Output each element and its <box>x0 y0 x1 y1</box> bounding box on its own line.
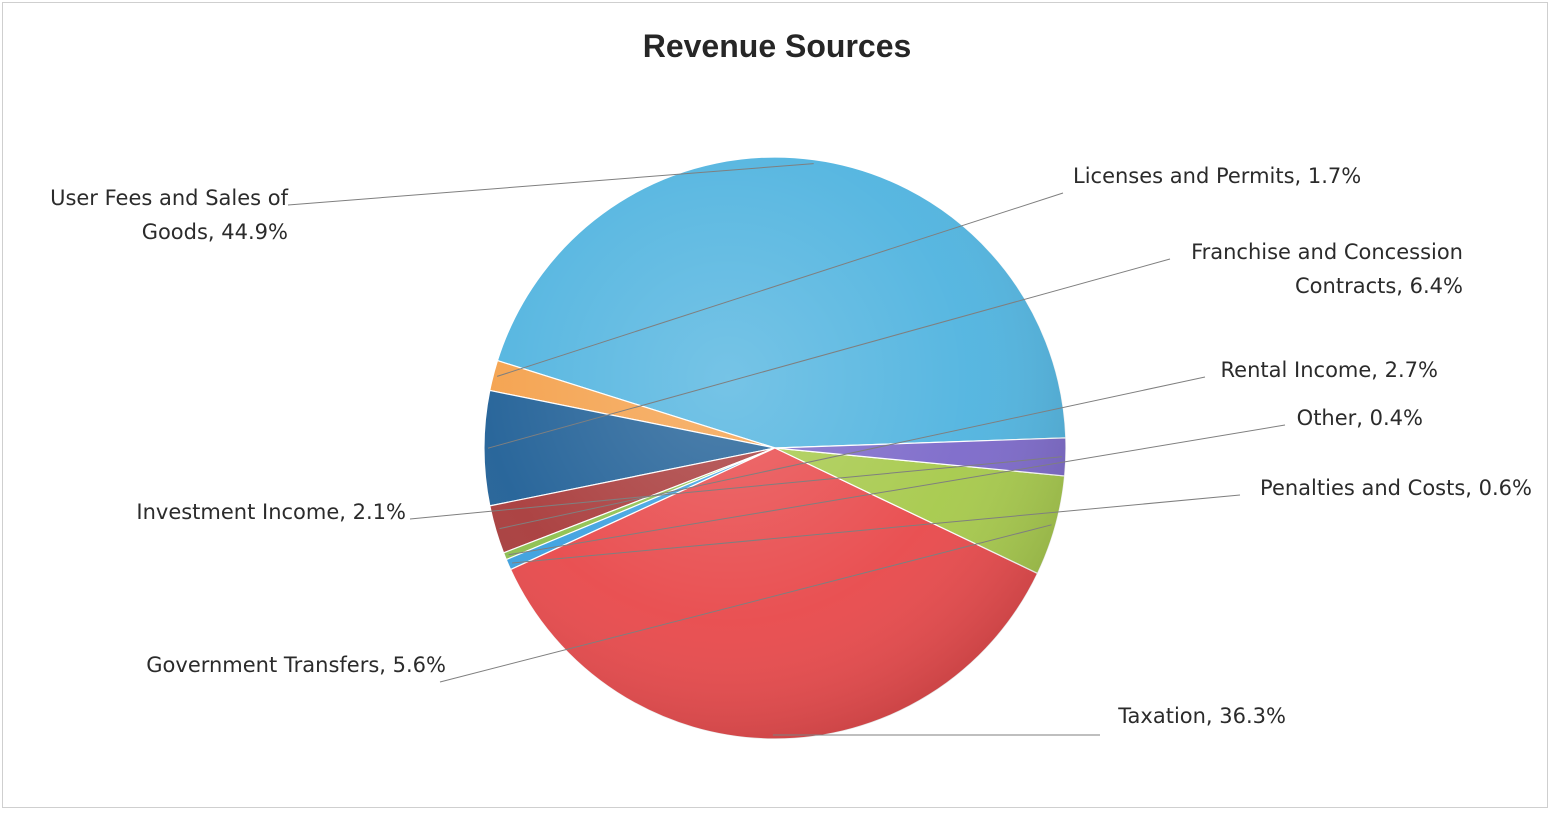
leader-line <box>496 192 1064 377</box>
chart-title: Revenue Sources <box>642 28 912 64</box>
leader-line <box>508 424 1286 556</box>
data-label: Government Transfers, 5.6% <box>146 653 446 677</box>
leader-line <box>487 258 1171 449</box>
leader-line <box>512 494 1241 564</box>
data-label: Penalties and Costs, 0.6% <box>1260 476 1532 500</box>
leader-line <box>287 163 814 206</box>
data-label: Investment Income, 2.1% <box>136 500 406 524</box>
leader-line <box>409 456 1062 520</box>
data-label: Taxation, 36.3% <box>1117 704 1286 728</box>
data-label: Franchise and Concession Contracts, 6.4% <box>1191 240 1463 298</box>
leader-line <box>499 376 1206 530</box>
data-label: Rental Income, 2.7% <box>1221 358 1438 382</box>
leader-line <box>439 524 1052 683</box>
data-label: Other, 0.4% <box>1297 406 1423 430</box>
data-label: User Fees and Sales of Goods, 44.9% <box>50 186 289 244</box>
data-label: Licenses and Permits, 1.7% <box>1073 164 1361 188</box>
